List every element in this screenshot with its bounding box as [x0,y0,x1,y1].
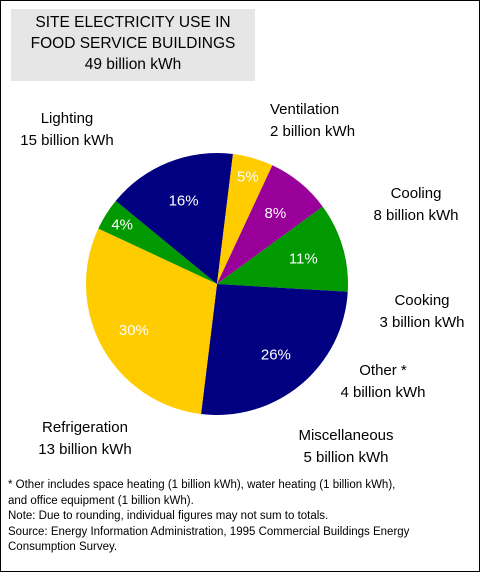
slice-percent-label: 11% [289,251,318,268]
slice-value-label: 8 billion kWh [373,207,458,224]
title-line-1: SITE ELECTRICITY USE IN [35,14,231,31]
slice-percent-label: 8% [265,205,287,222]
pie-slice-cooling [115,153,233,284]
chart-title: SITE ELECTRICITY USE IN FOOD SERVICE BUI… [11,9,255,81]
title-line-3: 49 billion kWh [84,56,182,73]
slice-category-label: Other * [359,362,407,379]
footnote-line: * Other includes space heating (1 billio… [8,479,396,491]
slice-percent-label: 30% [119,322,149,339]
footnote-line: Note: Due to rounding, individual figure… [8,510,329,522]
pie-slice-cooking [217,153,273,284]
slice-category-label: Cooking [394,292,449,309]
slice-value-label: 4 billion kWh [340,384,425,401]
footnote-line: Consumption Survey. [8,541,118,553]
footnotes: * Other includes space heating (1 billio… [8,478,474,556]
slice-category-label: Cooling [391,185,442,202]
pie-slice-other [217,165,323,284]
pie-slice-refrigeration [201,284,348,415]
slice-percent-label: 26% [261,347,291,364]
slice-percent-label: 5% [237,168,259,185]
slice-value-label: 13 billion kWh [38,441,131,458]
title-line-2: FOOD SERVICE BUILDINGS [30,35,236,52]
slice-category-label: Miscellaneous [298,427,393,444]
slice-value-label: 2 billion kWh [270,123,355,140]
footnote-line: Source: Energy Information Administratio… [8,525,410,538]
slice-category-label: Refrigeration [42,419,128,436]
slice-category-label: Ventilation [270,101,339,118]
slice-value-label: 3 billion kWh [379,314,464,331]
pie-slice-lighting [85,228,217,415]
slice-value-label: 15 billion kWh [20,132,113,149]
slice-category-label: Lighting [41,110,94,127]
pie-slice-ventilation [98,200,217,284]
slice-value-label: 5 billion kWh [303,449,388,466]
footnote-line: and office equipment (1 billion kWh). [8,494,194,507]
pie-slice-miscellaneous [217,206,349,292]
slice-percent-label: 16% [169,192,199,209]
slice-percent-label: 4% [111,216,133,233]
